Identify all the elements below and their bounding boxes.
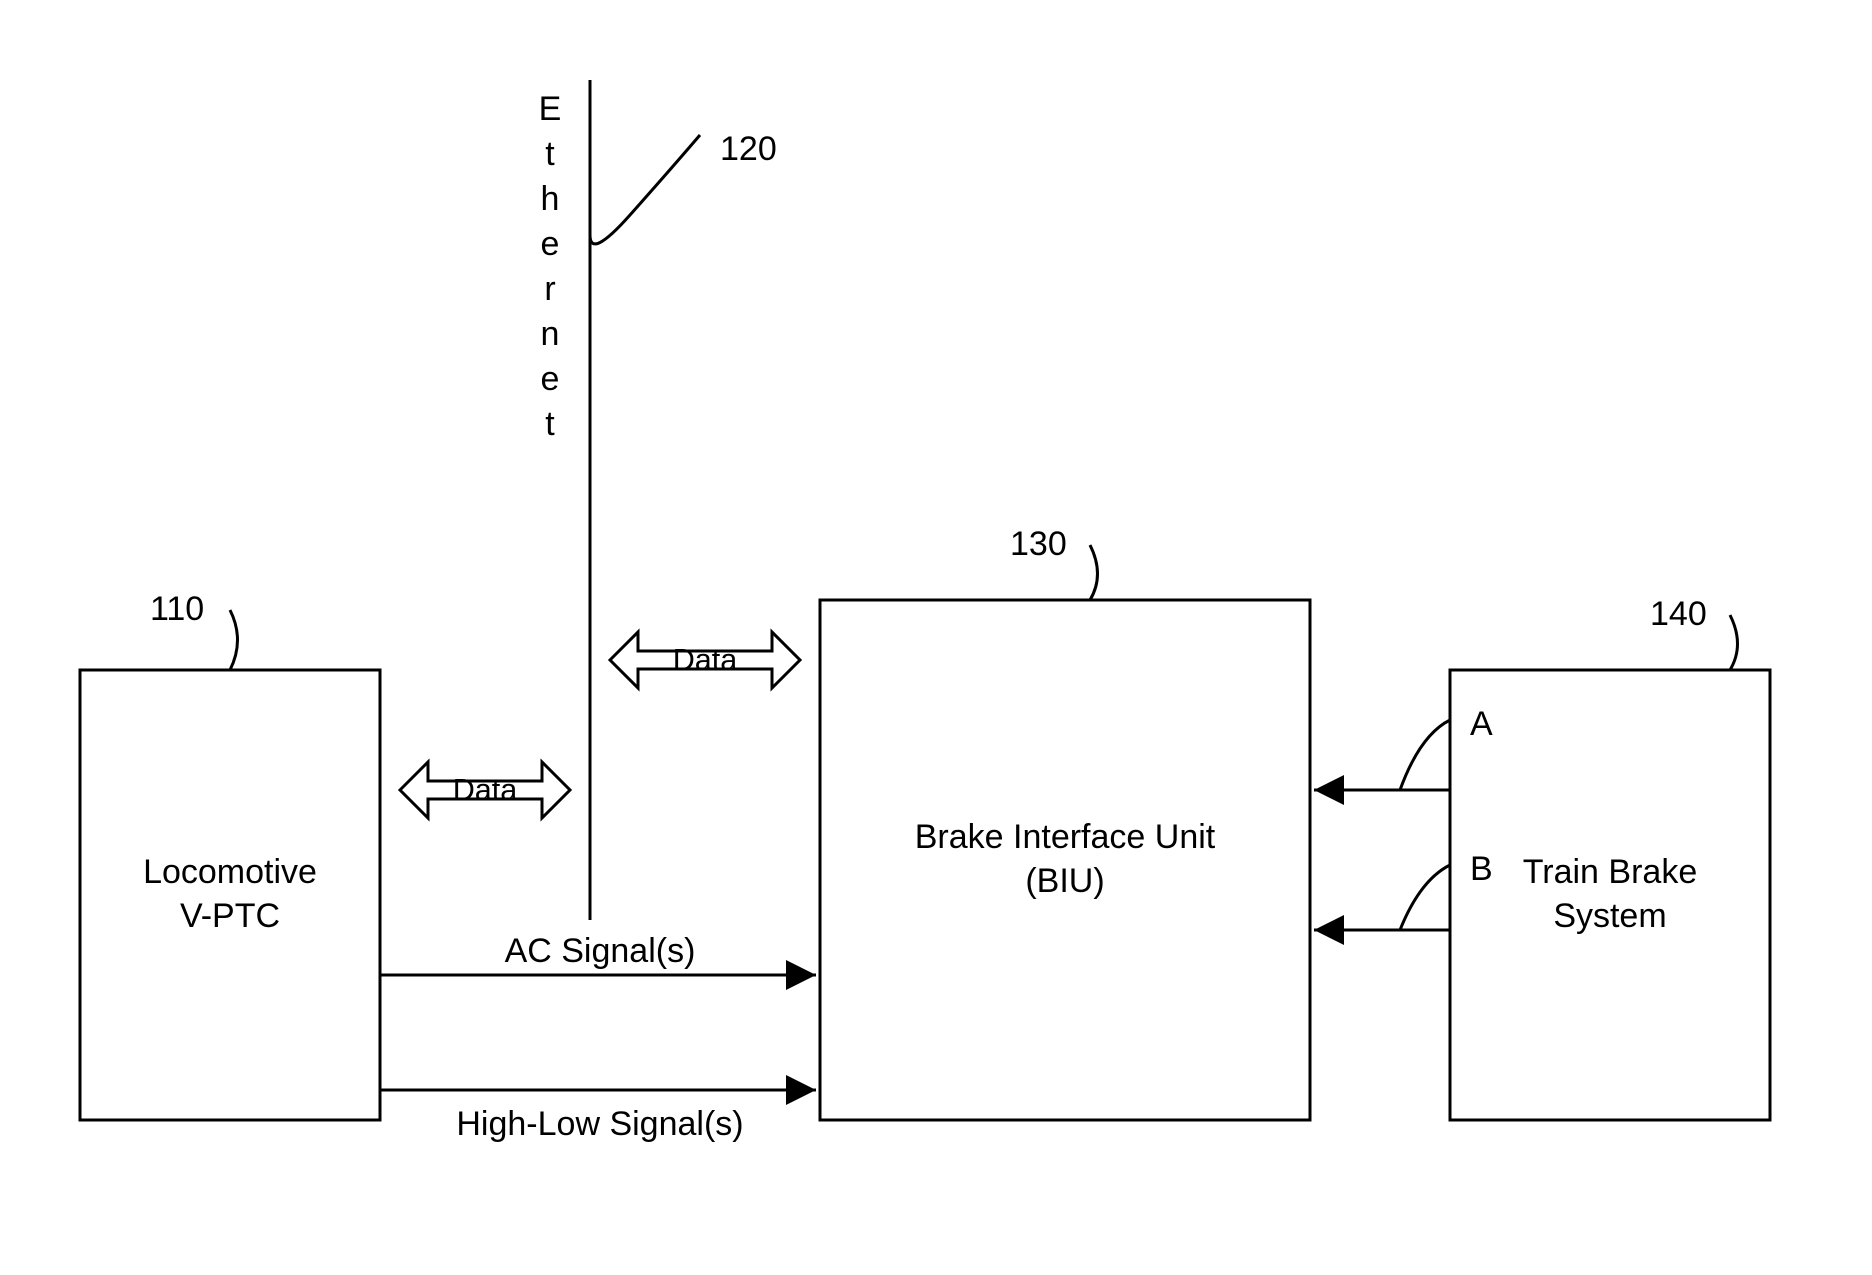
b-line-label: B	[1470, 850, 1493, 888]
ethernet-label-letter: n	[541, 315, 560, 353]
biu-label1: Brake Interface Unit	[915, 818, 1216, 856]
biu-label2: (BIU)	[1025, 862, 1104, 900]
vptc-label1: Locomotive	[143, 853, 317, 891]
data-right-label: Data	[673, 643, 739, 677]
block-diagram: Ethernet120LocomotiveV-PTC110Brake Inter…	[0, 0, 1872, 1275]
vptc-label2: V-PTC	[180, 897, 280, 935]
ethernet-label-letter: E	[539, 90, 562, 128]
callout-140	[1730, 615, 1738, 670]
tbs-label2: System	[1553, 897, 1666, 935]
ethernet-label-letter: e	[541, 225, 560, 263]
highlow-signal-label: High-Low Signal(s)	[456, 1105, 743, 1143]
a-line-callout	[1400, 720, 1450, 790]
ethernet-label-letter: t	[545, 405, 555, 443]
callout-130	[1090, 545, 1098, 600]
ethernet-label-letter: r	[544, 270, 555, 308]
ref-140: 140	[1650, 595, 1707, 633]
b-line-callout	[1400, 865, 1450, 930]
callout-120	[590, 135, 700, 244]
ethernet-label-letter: t	[545, 135, 555, 173]
data-left-label: Data	[453, 773, 519, 807]
ethernet-label-letter: e	[541, 360, 560, 398]
tbs-box: Train Brake System	[1450, 670, 1770, 1120]
a-line-label: A	[1470, 705, 1493, 743]
ref-120: 120	[720, 130, 777, 168]
biu-box: Brake Interface Unit (BIU)	[820, 600, 1310, 1120]
ref-130: 130	[1010, 525, 1067, 563]
tbs-label1: Train Brake	[1523, 853, 1697, 891]
ac-signal-label: AC Signal(s)	[505, 932, 696, 970]
ref-110: 110	[150, 590, 204, 628]
ethernet-label-letter: h	[541, 180, 560, 218]
callout-110	[230, 610, 238, 670]
vptc-box: Locomotive V-PTC	[80, 670, 380, 1120]
